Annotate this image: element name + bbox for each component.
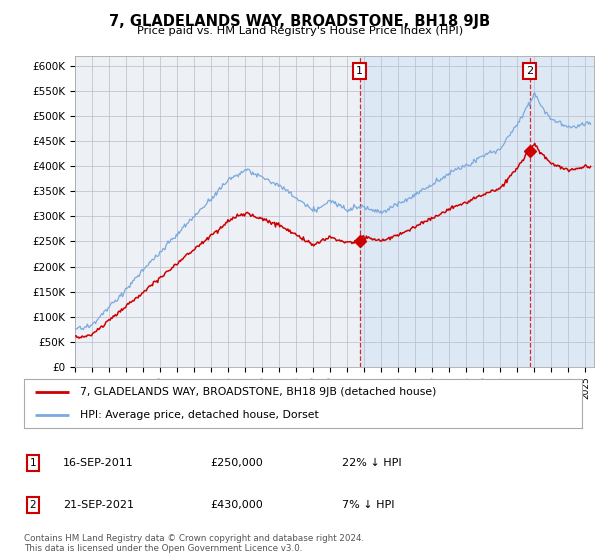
Text: 22% ↓ HPI: 22% ↓ HPI [342, 458, 401, 468]
Bar [359, 56, 594, 367]
Text: 7, GLADELANDS WAY, BROADSTONE, BH18 9JB (detached house): 7, GLADELANDS WAY, BROADSTONE, BH18 9JB … [80, 388, 436, 398]
Text: Price paid vs. HM Land Registry's House Price Index (HPI): Price paid vs. HM Land Registry's House … [137, 26, 463, 36]
Text: 1: 1 [356, 66, 363, 76]
Text: 16-SEP-2011: 16-SEP-2011 [63, 458, 134, 468]
Text: £250,000: £250,000 [210, 458, 263, 468]
Text: HPI: Average price, detached house, Dorset: HPI: Average price, detached house, Dors… [80, 410, 319, 420]
Text: 21-SEP-2021: 21-SEP-2021 [63, 500, 134, 510]
Text: 2: 2 [526, 66, 533, 76]
Text: Contains HM Land Registry data © Crown copyright and database right 2024.
This d: Contains HM Land Registry data © Crown c… [24, 534, 364, 553]
Text: 1: 1 [29, 458, 37, 468]
Text: 2: 2 [29, 500, 37, 510]
Text: 7, GLADELANDS WAY, BROADSTONE, BH18 9JB: 7, GLADELANDS WAY, BROADSTONE, BH18 9JB [109, 14, 491, 29]
Text: £430,000: £430,000 [210, 500, 263, 510]
Text: 7% ↓ HPI: 7% ↓ HPI [342, 500, 395, 510]
